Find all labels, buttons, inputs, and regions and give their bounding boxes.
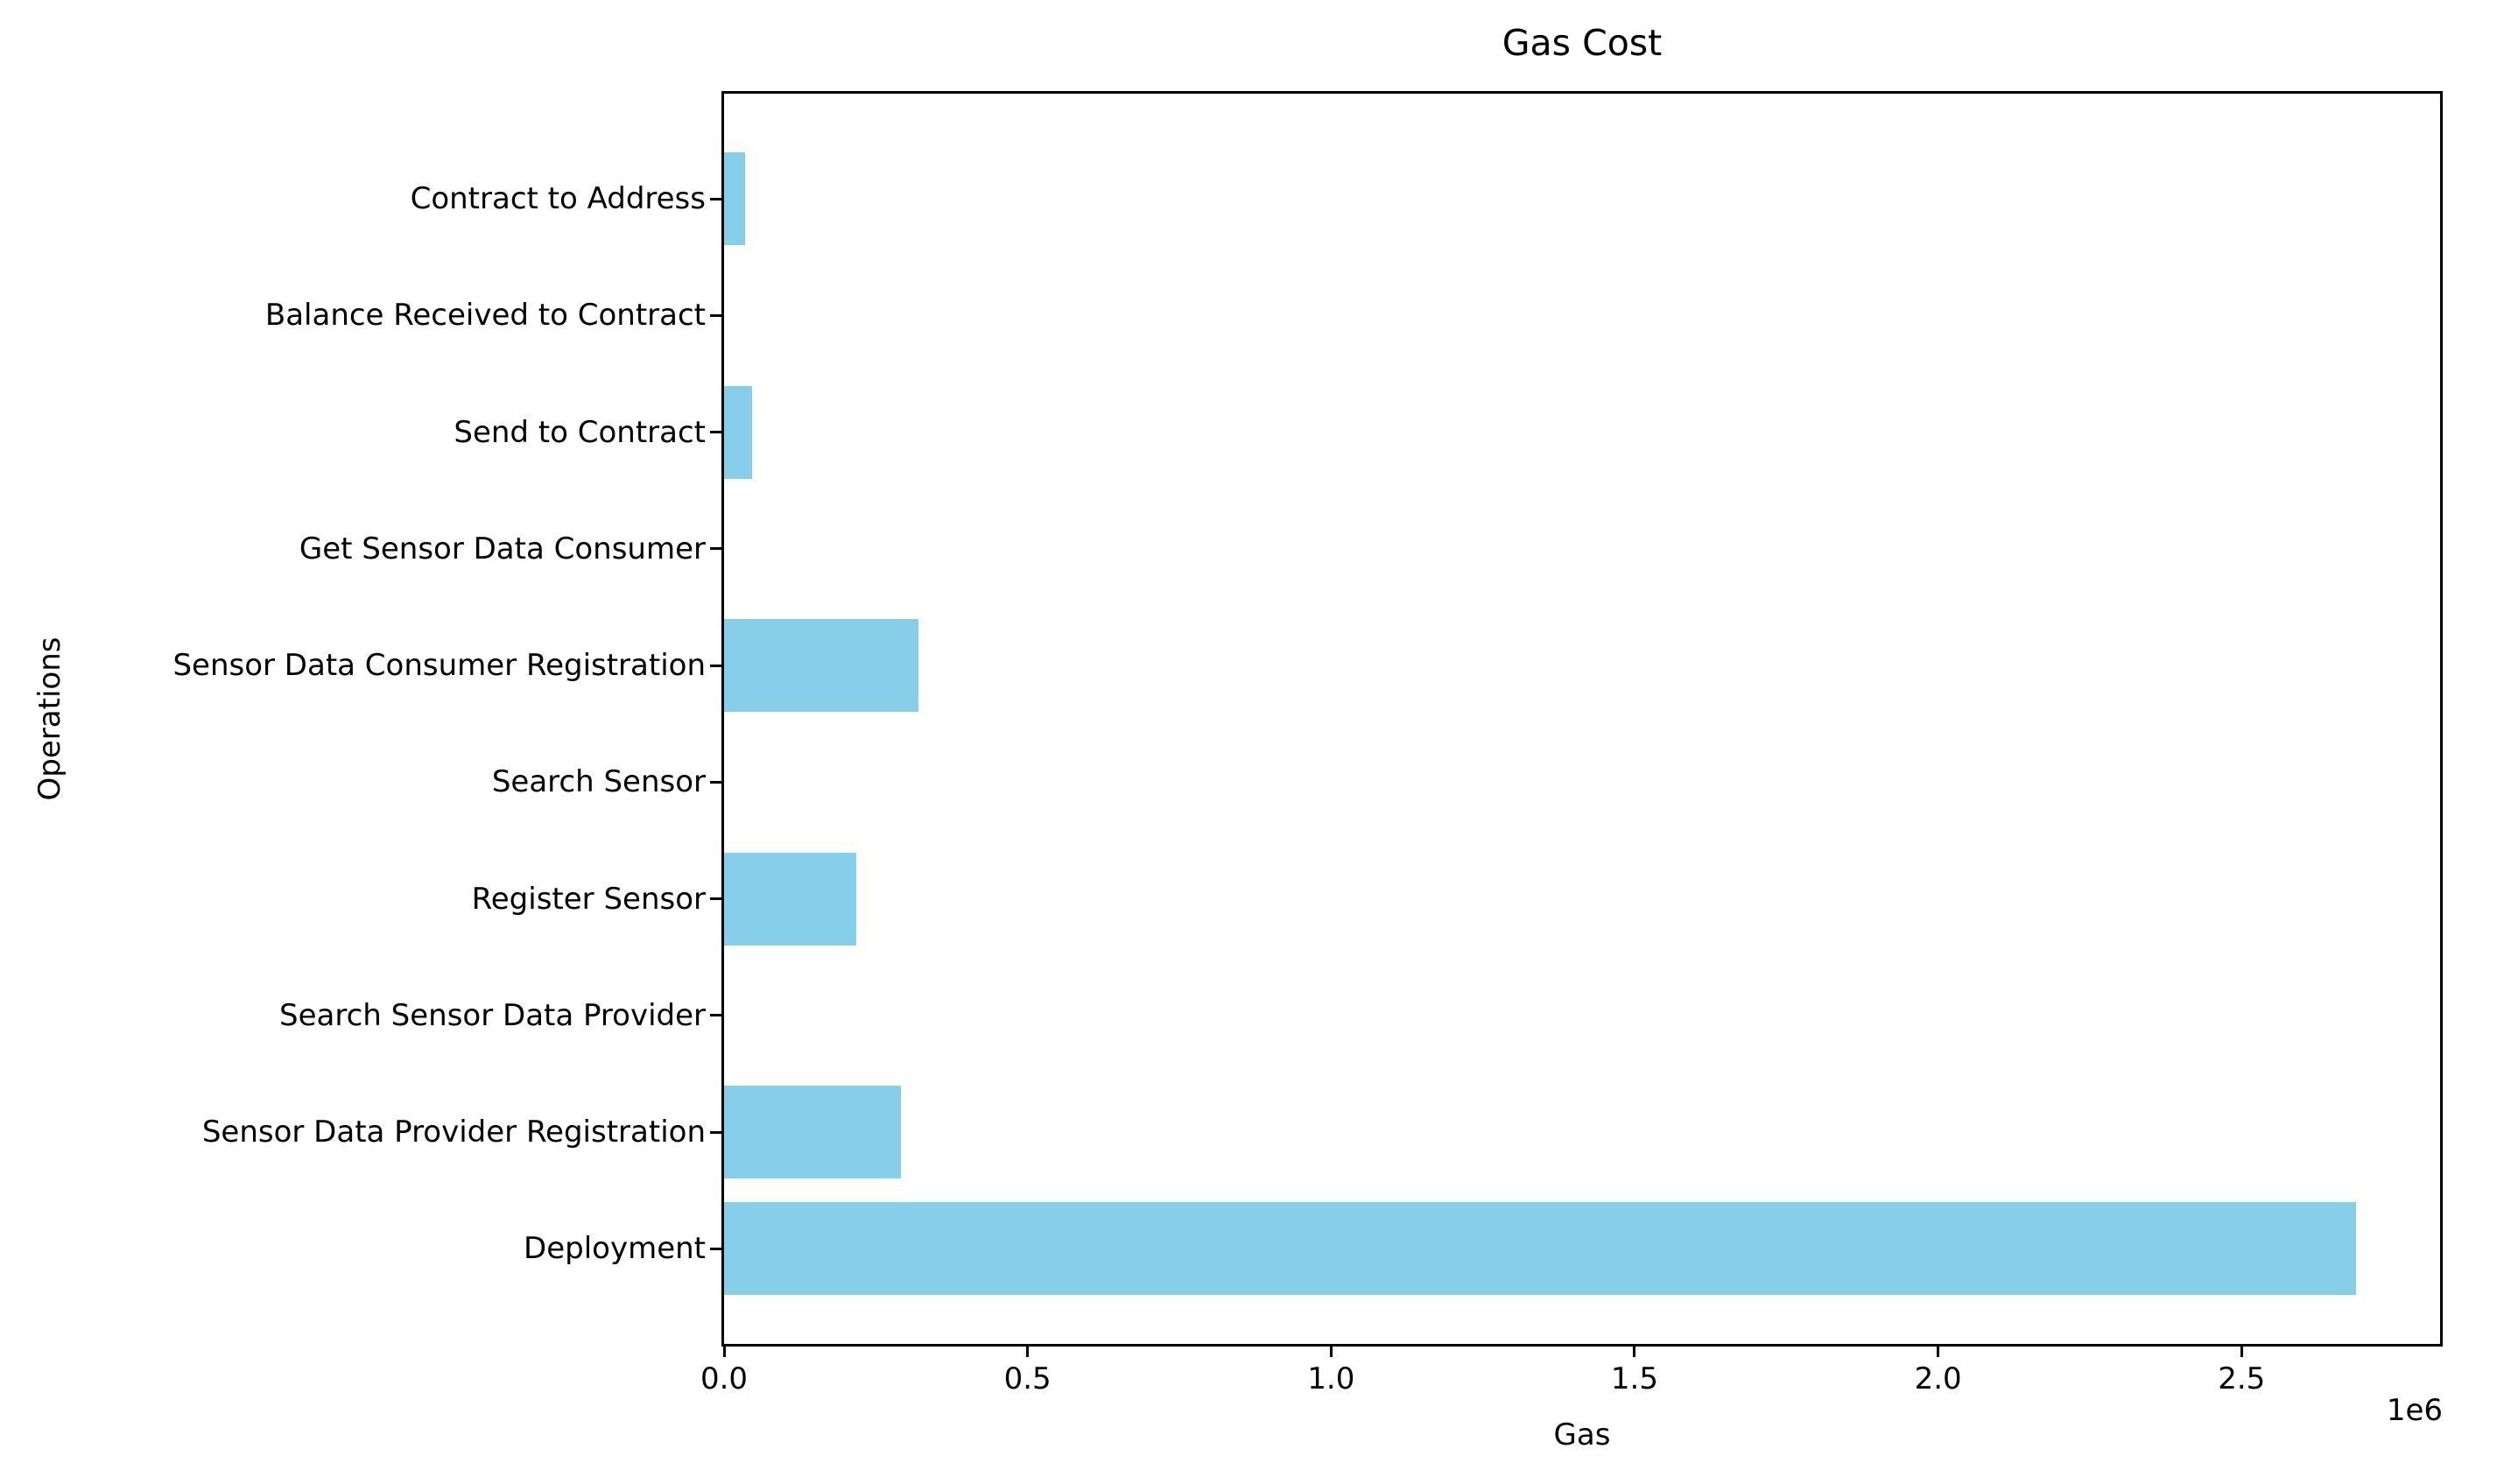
y-category-label: Send to Contract [454, 414, 706, 450]
x-tick-label: 2.0 [1914, 1361, 1962, 1396]
y-category-label: Deployment [524, 1231, 706, 1267]
x-tick-label: 1.5 [1610, 1361, 1659, 1396]
x-tick-label: 2.5 [2218, 1361, 2266, 1396]
y-category-label: Register Sensor [471, 881, 706, 917]
x-tick-label: 1.0 [1307, 1361, 1355, 1396]
y-tick-mark [710, 780, 721, 784]
y-tick-mark [710, 664, 721, 667]
y-tick-mark [710, 897, 721, 900]
x-tick-label: 0.5 [1003, 1361, 1052, 1396]
y-tick-mark [710, 1247, 721, 1250]
bar-send-to-contract [724, 385, 752, 479]
x-axis-label: Gas [1553, 1417, 1611, 1452]
y-tick-mark [710, 1130, 721, 1134]
x-tick-mark [1329, 1347, 1333, 1357]
y-category-label: Sensor Data Consumer Registration [172, 648, 706, 683]
y-tick-mark [710, 313, 721, 317]
x-tick-mark [722, 1347, 726, 1357]
y-category-label: Balance Received to Contract [264, 298, 706, 334]
bar-deployment [724, 1202, 2356, 1296]
chart-title: Gas Cost [1502, 22, 1663, 64]
x-tick-mark [1026, 1347, 1030, 1357]
bar-sensor-data-consumer-registration [724, 619, 918, 712]
x-tick-mark [1937, 1347, 1940, 1357]
plot-area [721, 91, 2443, 1347]
x-tick-label: 0.0 [700, 1361, 749, 1396]
y-category-label: Search Sensor [491, 764, 706, 800]
y-tick-mark [710, 197, 721, 200]
y-category-label: Get Sensor Data Consumer [299, 531, 706, 566]
y-tick-mark [710, 547, 721, 551]
y-tick-mark [710, 1014, 721, 1017]
x-tick-mark [1633, 1347, 1636, 1357]
y-category-label: Contract to Address [410, 181, 706, 216]
y-tick-mark [710, 431, 721, 433]
bar-sensor-data-provider-registration [724, 1086, 901, 1178]
bar-contract-to-address [724, 152, 745, 245]
x-tick-mark [2240, 1347, 2243, 1357]
y-category-label: Sensor Data Provider Registration [201, 1115, 706, 1150]
bar-register-sensor [724, 852, 856, 946]
y-axis-label: Operations [32, 637, 67, 801]
y-category-label: Search Sensor Data Provider [279, 997, 706, 1033]
axis-offset-label: 1e6 [2386, 1393, 2443, 1428]
